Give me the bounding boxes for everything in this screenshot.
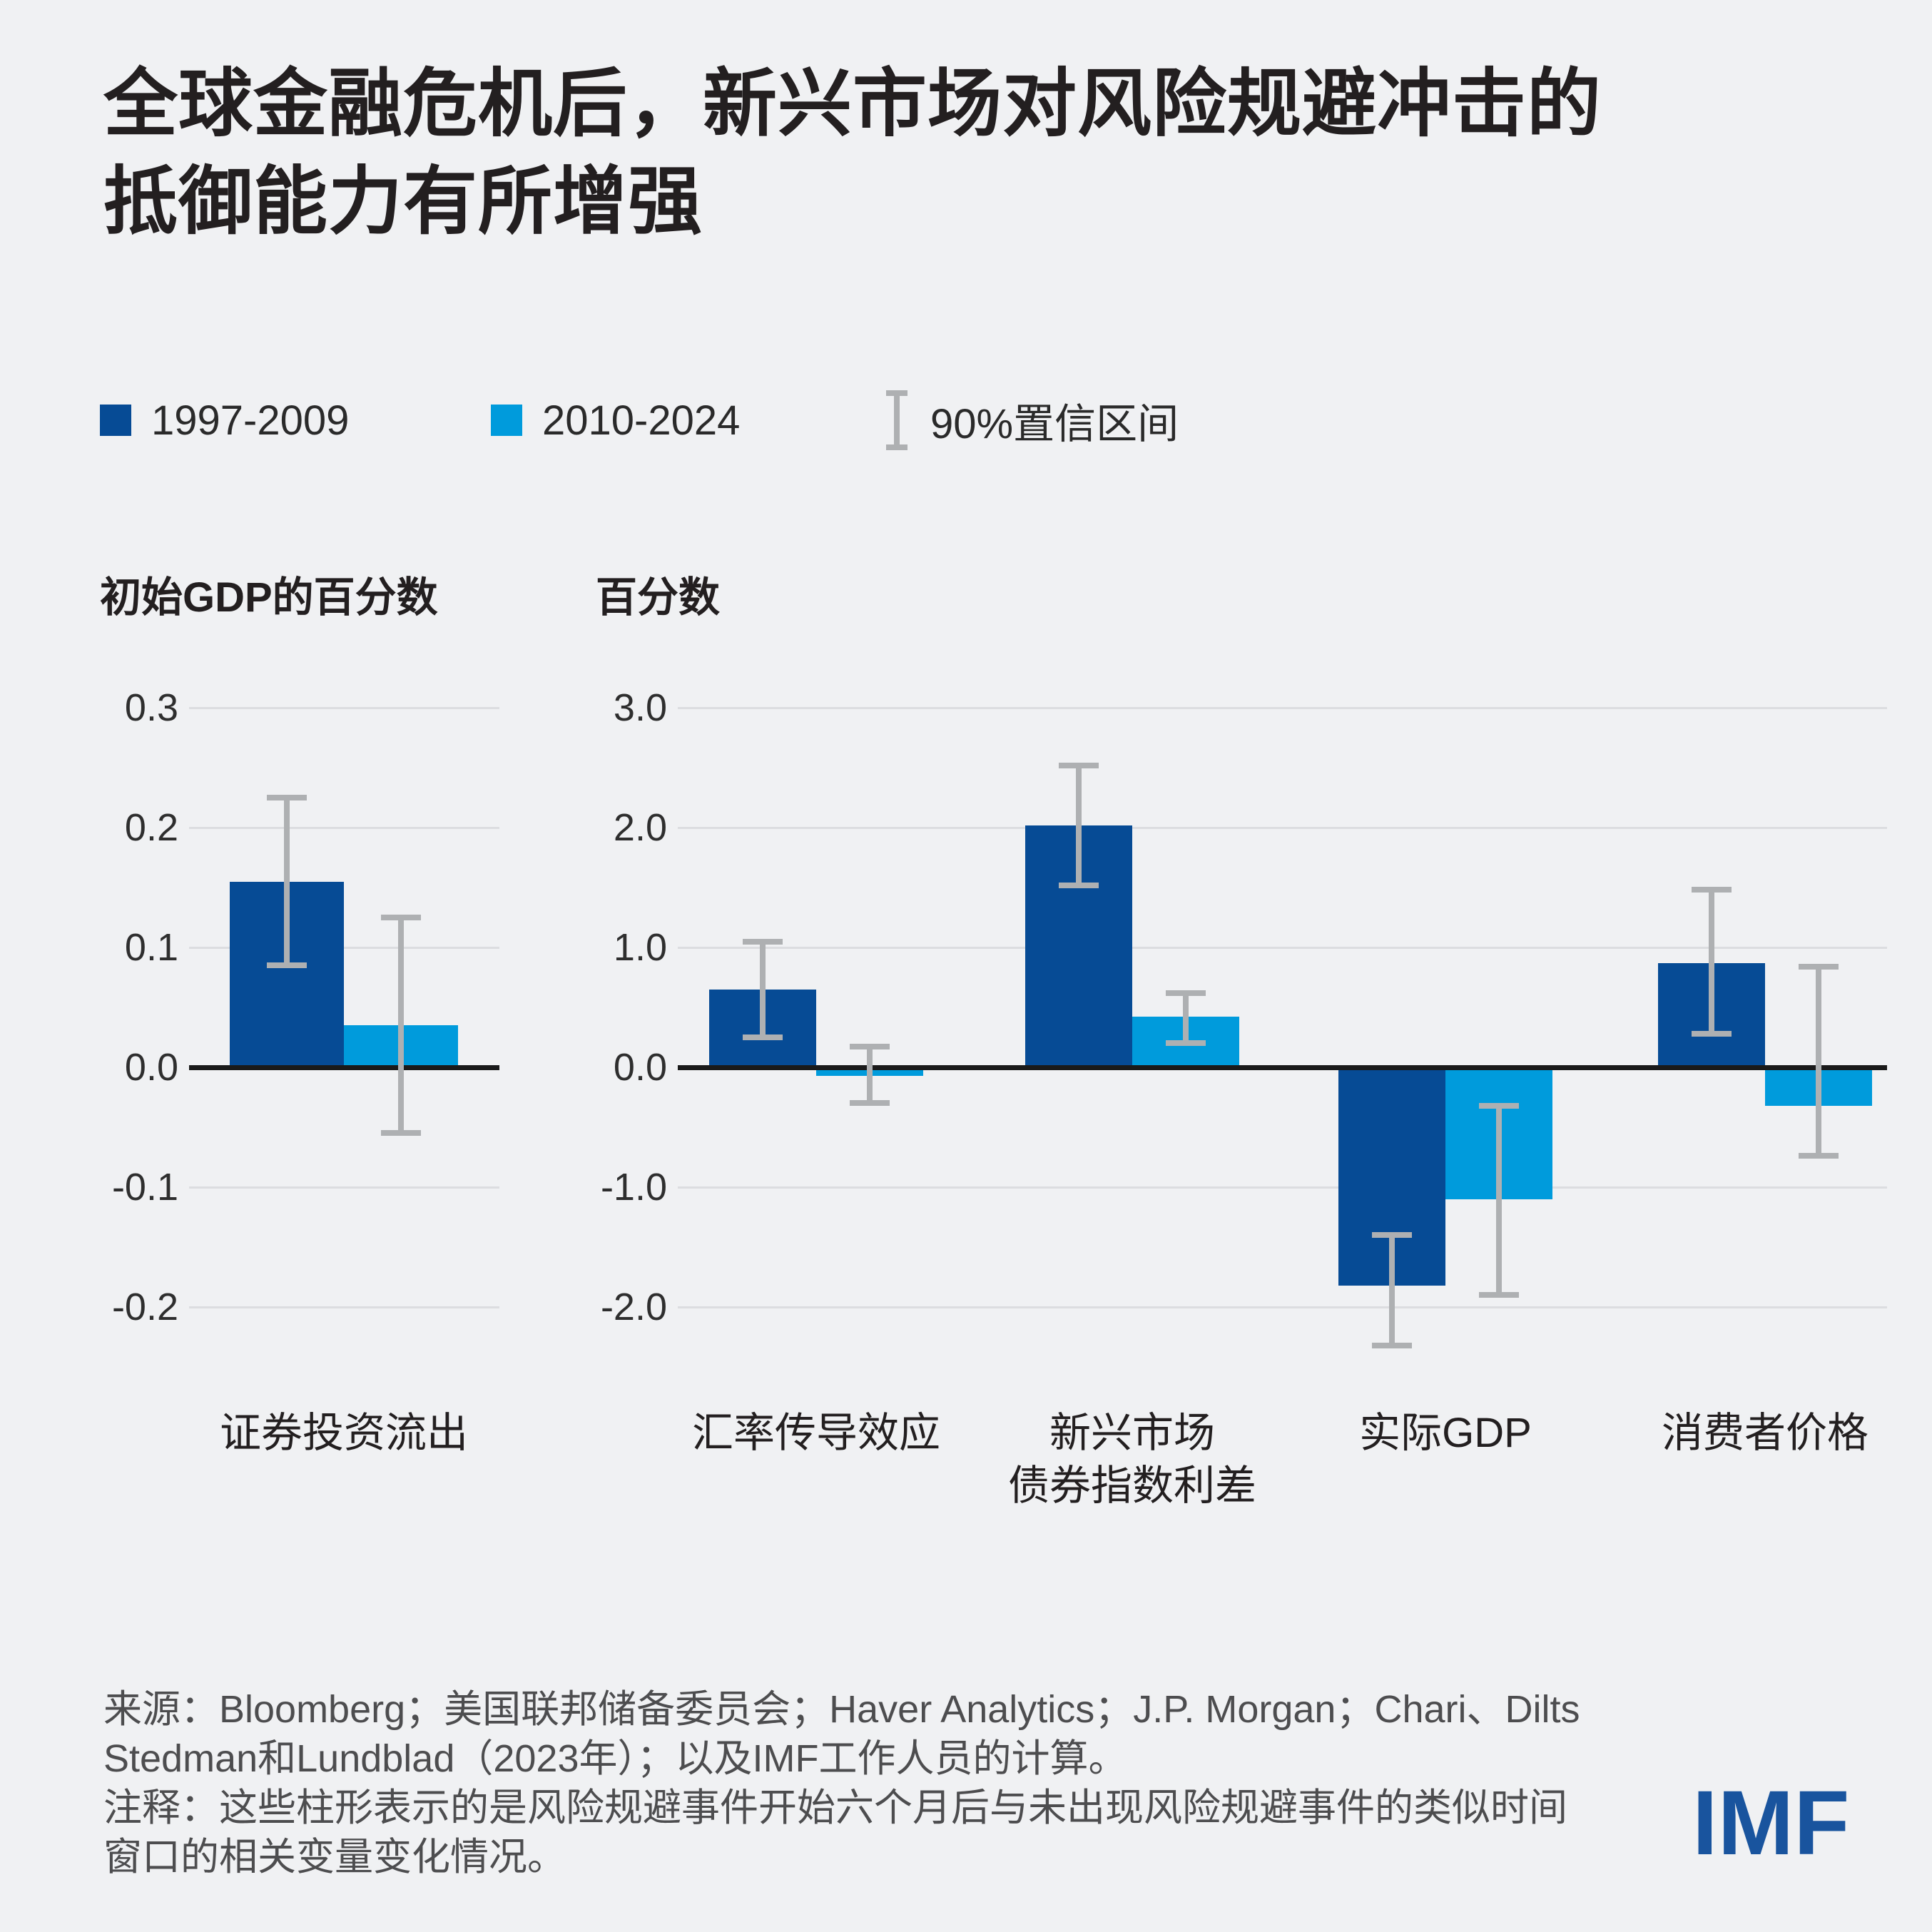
zero-axis-line (189, 1065, 499, 1070)
note-line: 窗口的相关变量变化情况。 (103, 1836, 566, 1878)
note-line: 注释：这些柱形表示的是风险规避事件开始六个月后与未出现风险规避事件的类似时间 (103, 1786, 1567, 1829)
error-bar (1496, 1105, 1502, 1296)
category-label: 消费者价格 (1661, 1410, 1869, 1456)
gridline (678, 947, 1887, 949)
error-bar (1183, 992, 1189, 1044)
error-bar-cap (381, 915, 421, 920)
error-bar-cap (267, 795, 307, 800)
y-tick-label: 0.3 (124, 686, 178, 729)
y-tick-label: -2.0 (600, 1286, 667, 1328)
source-line: Stedman和Lundblad（2023年）；以及IMF工作人员的计算。 (103, 1737, 1127, 1780)
legend-item-1997-2009: 1997-2009 (100, 388, 349, 452)
gridline (189, 707, 499, 709)
y-tick-label: 0.0 (124, 1046, 178, 1089)
legend-label: 90%置信区间 (930, 401, 1179, 447)
error-bar (284, 798, 290, 966)
y-tick-label: 3.0 (613, 686, 667, 729)
error-bar-cap (1479, 1292, 1519, 1298)
figure-title-line1: 全球金融危机后，新兴市场对风险规避冲击的 (103, 63, 1602, 146)
error-bar-cap (1479, 1102, 1519, 1109)
error-bar (1816, 966, 1821, 1156)
gridline (678, 1186, 1887, 1189)
figure-title: 全球金融危机后，新兴市场对风险规避冲击的 抵御能力有所增强 (103, 56, 1859, 252)
gridline (678, 827, 1887, 829)
legend: 1997-2009 2010-2024 90%置信区间 (0, 388, 1932, 452)
category-label: 新兴市场 债券指数利差 (1007, 1410, 1256, 1510)
error-bar-cap (1059, 762, 1099, 768)
legend-item-2010-2024: 2010-2024 (491, 388, 740, 452)
y-tick-label: -1.0 (600, 1166, 667, 1209)
error-bar-cap (267, 962, 307, 969)
left-panel-unit-label: 初始GDP的百分数 (100, 574, 438, 621)
error-bar-cap (1166, 1040, 1206, 1047)
right-panel-unit-label: 百分数 (596, 574, 721, 621)
error-bar (1076, 765, 1082, 885)
y-tick-label: 0.2 (124, 806, 178, 849)
error-bar-cap (850, 1100, 890, 1107)
gridline (678, 707, 1887, 709)
error-bar-cap (1692, 1030, 1732, 1037)
error-bar-cap (1692, 887, 1732, 893)
y-tick-label: 2.0 (613, 806, 667, 849)
legend-item-confidence-interval: 90%置信区间 (883, 388, 1179, 452)
error-bar-cap (1372, 1232, 1412, 1239)
error-bar-cap (1372, 1342, 1412, 1348)
category-label: 汇率传导效应 (691, 1410, 940, 1456)
gridline (678, 1306, 1887, 1308)
error-bar (1389, 1235, 1395, 1346)
legend-label: 2010-2024 (542, 397, 741, 444)
gridline (189, 827, 499, 829)
error-bar-cap (850, 1044, 890, 1050)
error-bar-icon (883, 390, 910, 450)
source-note: 来源：Bloomberg；美国联邦储备委员会；Haver Analytics；J… (103, 1685, 1659, 1882)
gridline (189, 947, 499, 949)
y-tick-label: -0.1 (111, 1166, 178, 1209)
error-bar-cap (1799, 963, 1839, 970)
y-tick-label: -0.2 (111, 1286, 178, 1328)
gridline (189, 1186, 499, 1189)
y-tick-label: 0.1 (124, 926, 178, 969)
gridline (189, 1306, 499, 1308)
error-bar-cap (1166, 990, 1206, 996)
error-bar-cap (743, 938, 783, 945)
source-line: 来源：Bloomberg；美国联邦储备委员会；Haver Analytics；J… (103, 1688, 1580, 1731)
error-bar (1709, 890, 1714, 1034)
category-label: 实际GDP (1359, 1410, 1532, 1456)
y-tick-label: 0.0 (613, 1046, 667, 1089)
legend-label: 1997-2009 (151, 397, 350, 444)
error-bar (760, 941, 766, 1037)
legend-swatch-light-blue (491, 405, 522, 436)
error-bar-cap (743, 1034, 783, 1040)
imf-logo: IMF (1692, 1772, 1850, 1874)
y-tick-label: 1.0 (613, 926, 667, 969)
zero-axis-line (678, 1065, 1887, 1070)
figure-title-line2: 抵御能力有所增强 (103, 161, 703, 244)
error-bar (867, 1047, 873, 1104)
error-bar (398, 917, 404, 1134)
legend-swatch-dark-blue (100, 405, 131, 436)
error-bar-cap (381, 1130, 421, 1137)
error-bar-cap (1059, 882, 1099, 888)
category-label: 证券投资流出 (219, 1410, 468, 1456)
error-bar-cap (1799, 1153, 1839, 1159)
